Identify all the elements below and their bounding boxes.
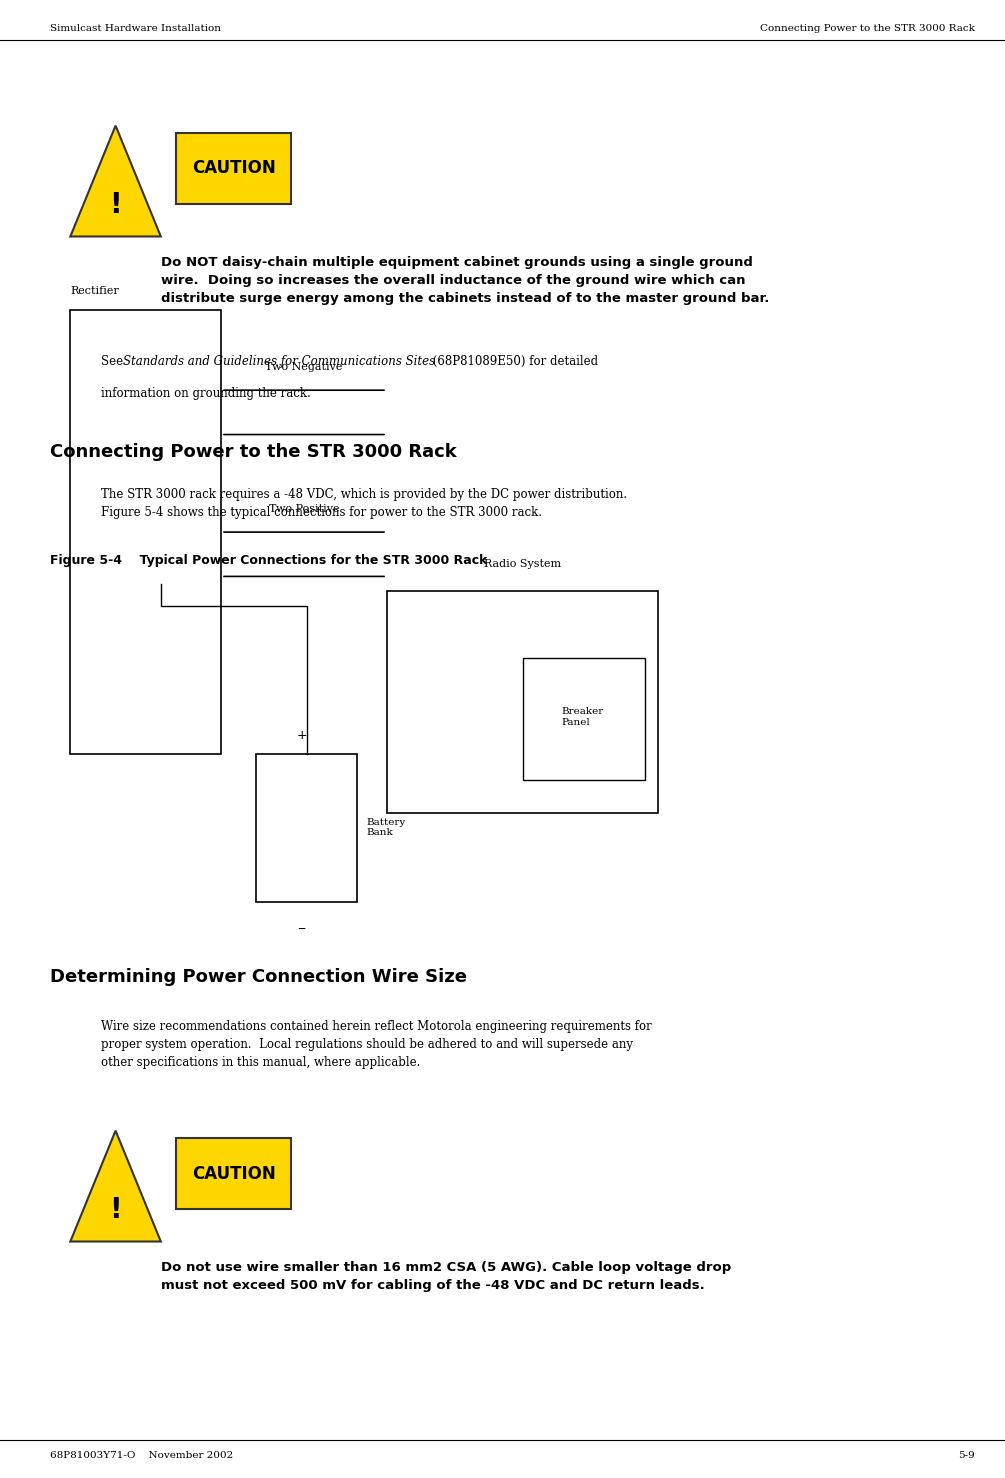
Text: Battery
Bank: Battery Bank <box>367 817 406 838</box>
Text: The STR 3000 rack requires a -48 VDC, which is provided by the DC power distribu: The STR 3000 rack requires a -48 VDC, wh… <box>100 488 627 519</box>
Text: Do not use wire smaller than 16 mm2 CSA (5 AWG). Cable loop voltage drop
must no: Do not use wire smaller than 16 mm2 CSA … <box>161 1261 731 1292</box>
Text: Two Negative: Two Negative <box>265 362 343 372</box>
Text: information on grounding the rack.: information on grounding the rack. <box>100 387 311 401</box>
Text: See: See <box>100 355 127 368</box>
Text: (68P81089E50) for detailed: (68P81089E50) for detailed <box>429 355 598 368</box>
Text: Simulcast Hardware Installation: Simulcast Hardware Installation <box>50 24 221 33</box>
Text: Determining Power Connection Wire Size: Determining Power Connection Wire Size <box>50 968 467 986</box>
FancyBboxPatch shape <box>176 1138 291 1209</box>
Text: CAUTION: CAUTION <box>192 160 275 177</box>
Bar <box>256 754 357 902</box>
Bar <box>70 310 221 754</box>
Bar <box>387 591 658 813</box>
Text: Do NOT daisy-chain multiple equipment cabinet grounds using a single ground
wire: Do NOT daisy-chain multiple equipment ca… <box>161 256 769 304</box>
Text: Standards and Guidelines for Communications Sites: Standards and Guidelines for Communicati… <box>123 355 435 368</box>
Text: !: ! <box>110 1196 122 1224</box>
Bar <box>523 658 645 780</box>
FancyBboxPatch shape <box>176 133 291 204</box>
Text: Two Positive: Two Positive <box>268 504 340 514</box>
Text: Connecting Power to the STR 3000 Rack: Connecting Power to the STR 3000 Rack <box>760 24 975 33</box>
Text: _: _ <box>298 916 305 930</box>
Text: !: ! <box>110 191 122 219</box>
Text: 68P81003Y71-O    November 2002: 68P81003Y71-O November 2002 <box>50 1451 233 1460</box>
Text: Rectifier: Rectifier <box>70 285 120 296</box>
Text: Figure 5-4    Typical Power Connections for the STR 3000 Rack: Figure 5-4 Typical Power Connections for… <box>50 554 487 568</box>
Text: Connecting Power to the STR 3000 Rack: Connecting Power to the STR 3000 Rack <box>50 443 457 461</box>
Text: Radio System: Radio System <box>484 559 561 569</box>
Text: +: + <box>296 729 307 742</box>
Text: Breaker
Panel: Breaker Panel <box>562 706 604 727</box>
Text: CAUTION: CAUTION <box>192 1165 275 1182</box>
Text: Wire size recommendations contained herein reflect Motorola engineering requirem: Wire size recommendations contained here… <box>100 1020 651 1069</box>
Text: 5-9: 5-9 <box>958 1451 975 1460</box>
Polygon shape <box>70 1131 161 1242</box>
Polygon shape <box>70 126 161 236</box>
